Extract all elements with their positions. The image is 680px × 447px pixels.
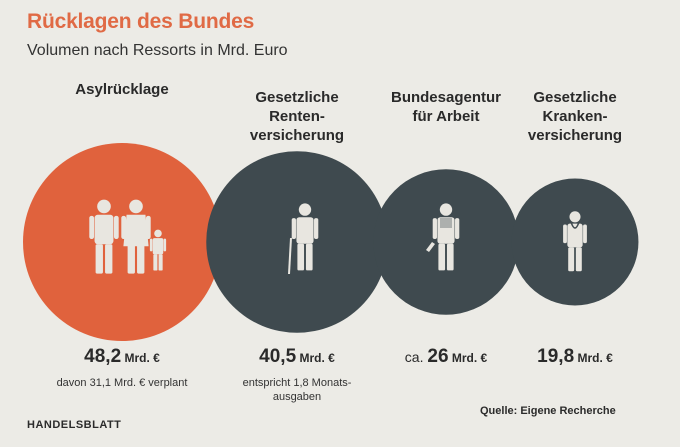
category-label: Asylrücklage: [75, 81, 169, 98]
chart-subtitle: Volumen nach Ressorts in Mrd. Euro: [27, 42, 288, 59]
bubble-group: [23, 143, 221, 341]
bubble-group: [373, 169, 519, 315]
worker-figure-icon: [432, 203, 460, 271]
publisher-credit: HANDELSBLATT: [27, 419, 122, 431]
value-note: davon 31,1 Mrd. € verplant: [56, 377, 188, 389]
value-label: 48,2 Mrd. €: [84, 346, 160, 367]
chart-title: Rücklagen des Bundes: [27, 10, 255, 33]
category-label: Gesetzliche Renten-versicherung: [249, 89, 345, 144]
category-label: Gesetzliche Kranken-versicherung: [527, 89, 623, 144]
adult-figure-icon: [89, 199, 119, 274]
senior-figure-icon: [291, 203, 319, 271]
value-note: entspricht 1,8 Monats-ausgaben: [242, 377, 352, 403]
child-figure-icon: [149, 229, 167, 271]
source-note: Quelle: Eigene Recherche: [480, 405, 616, 417]
worker-icon: [426, 203, 460, 271]
value-label: 19,8 Mrd. €: [537, 346, 613, 367]
value-label: 40,5 Mrd. €: [259, 346, 335, 367]
bubble-group: [511, 178, 639, 306]
elderly-person-icon: [288, 203, 319, 275]
family-icon: [89, 199, 167, 274]
bubble: [23, 143, 221, 341]
doctor-figure-icon: [563, 211, 587, 272]
bubble-group: [206, 151, 388, 333]
category-label: Bundesagentur für Arbeit: [390, 89, 501, 125]
value-label: ca. 26 Mrd. €: [404, 346, 488, 367]
doctor-icon: [563, 211, 587, 272]
adult-figure-icon: [121, 199, 151, 274]
